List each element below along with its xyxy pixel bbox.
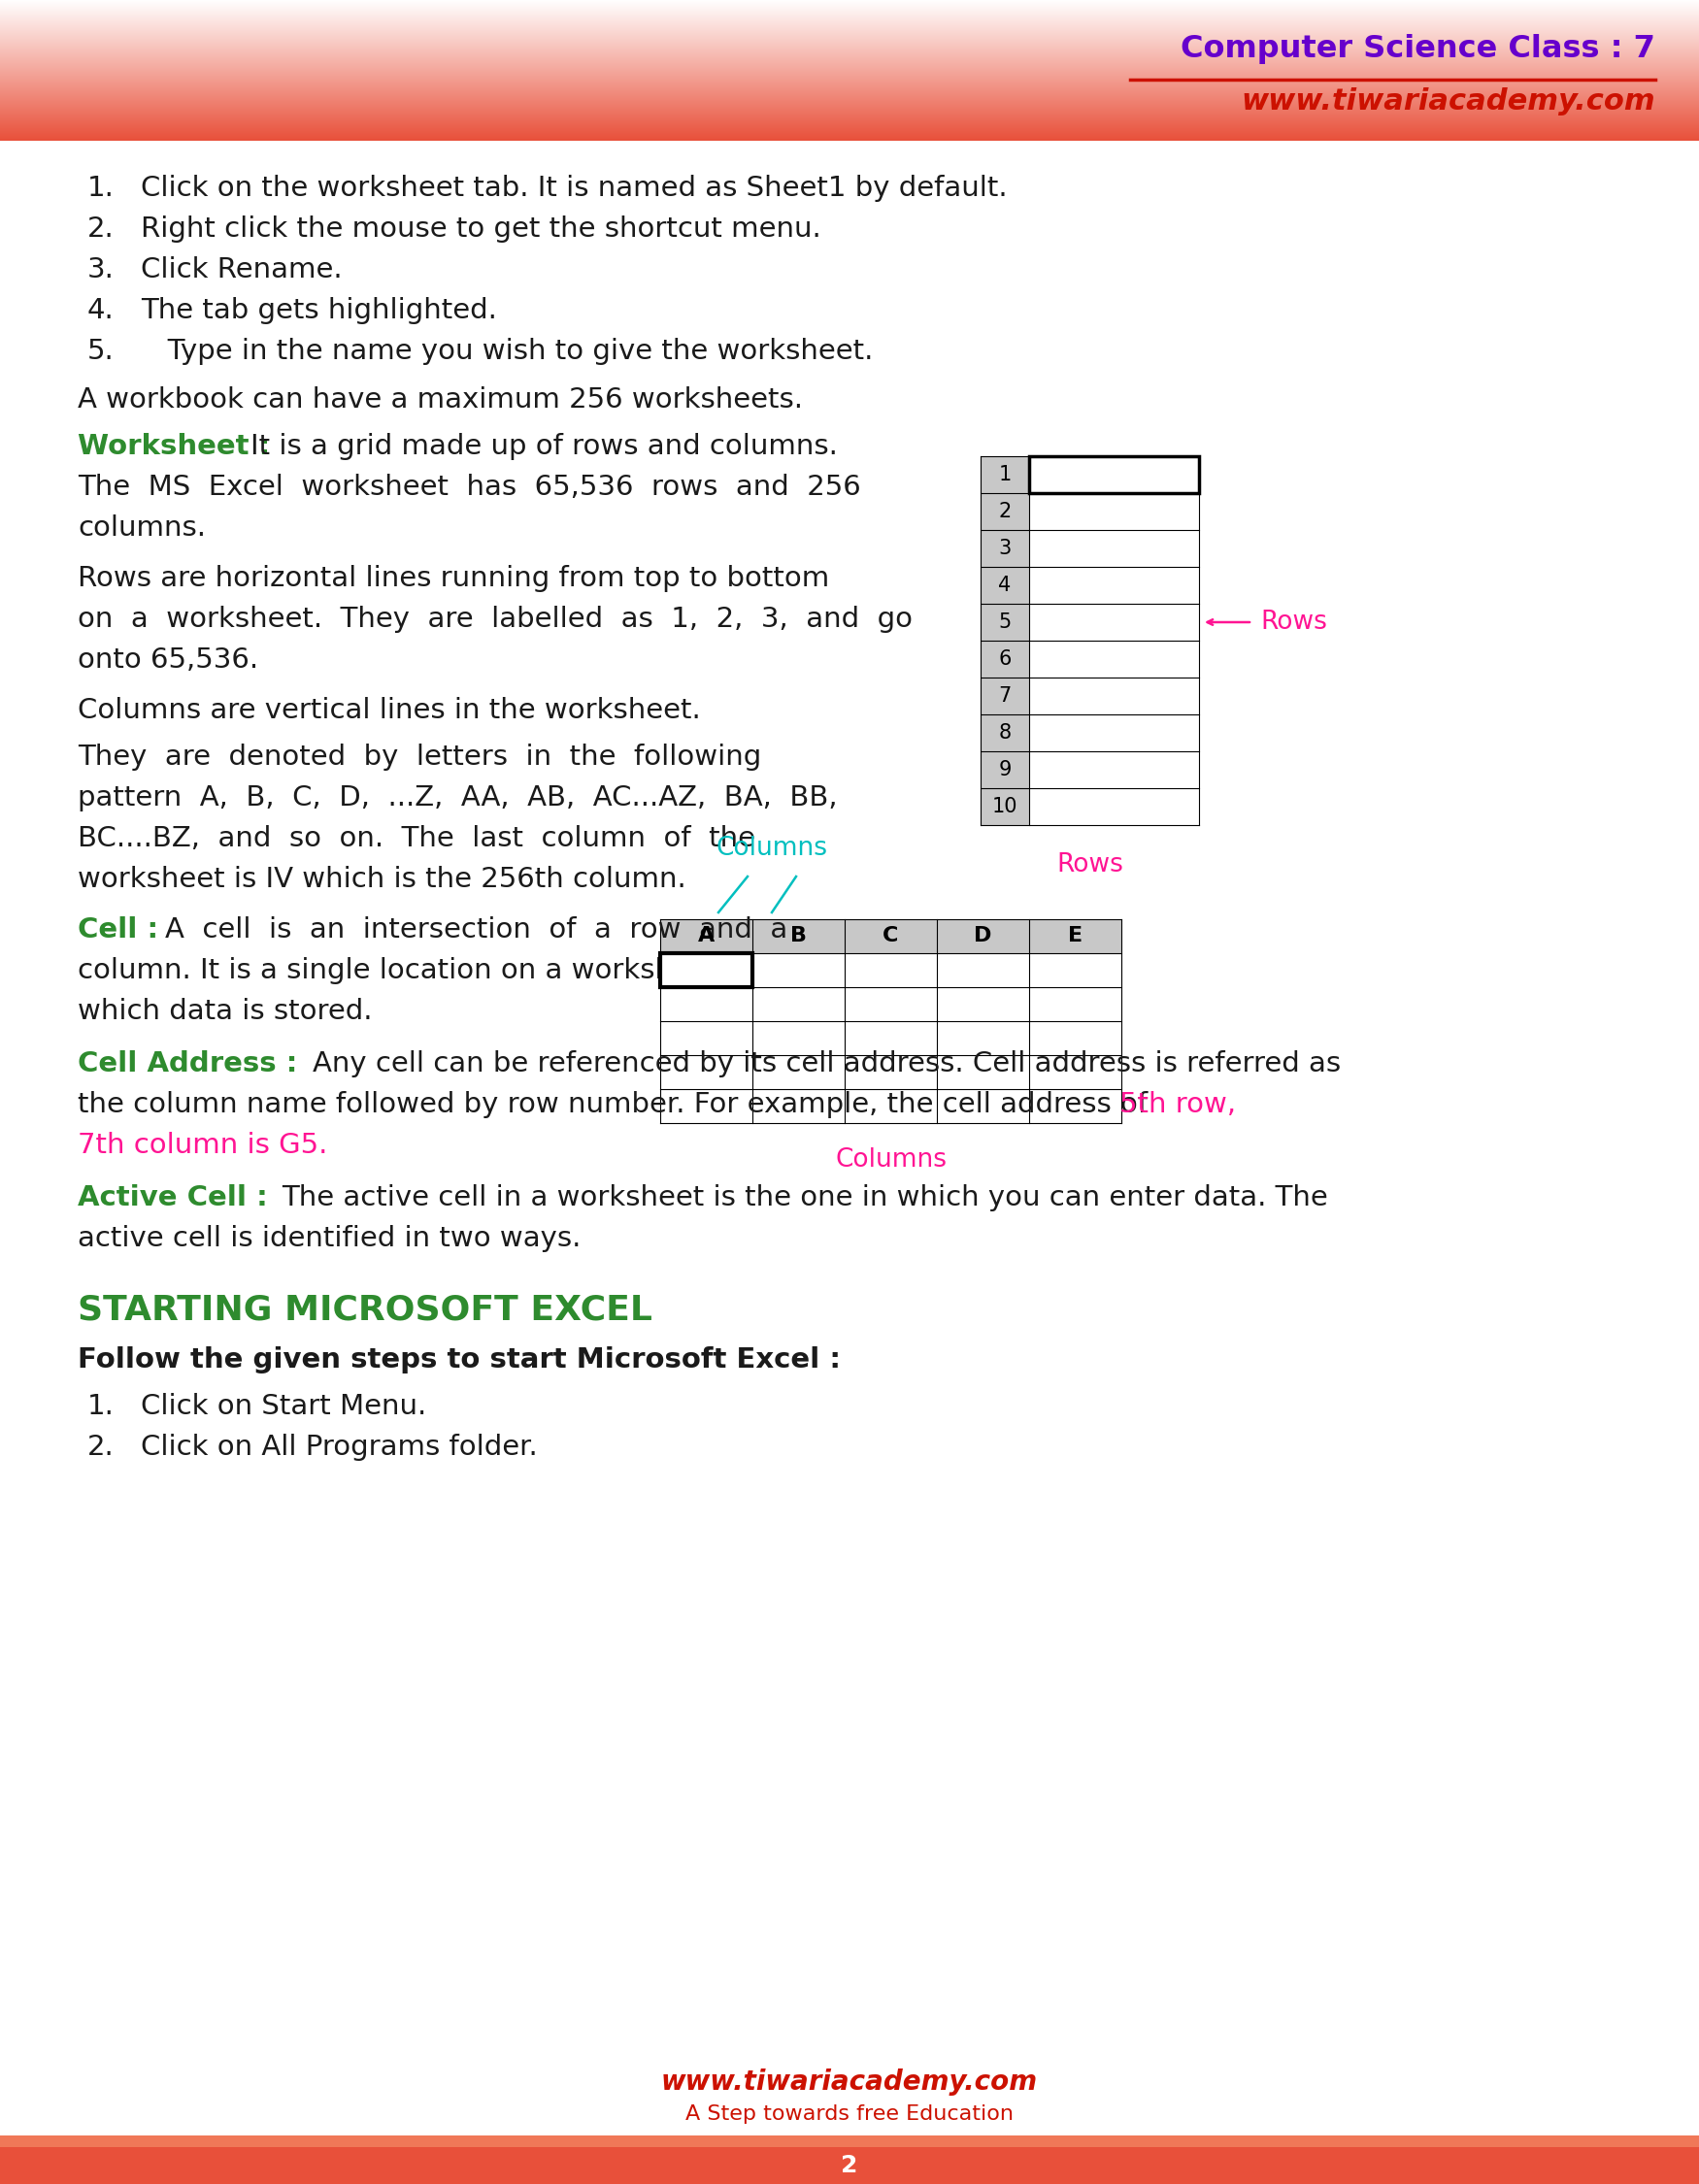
Text: A workbook can have a maximum 256 worksheets.: A workbook can have a maximum 256 worksh… [78,387,804,413]
Text: www.tiwariacademy.com: www.tiwariacademy.com [1240,87,1655,116]
Bar [980,456,1030,826]
Bar [661,952,753,987]
Text: 1.: 1. [87,1393,114,1420]
Text: Columns: Columns [834,1147,946,1173]
Text: which data is stored.: which data is stored. [78,998,372,1024]
Text: Worksheet :: Worksheet : [78,432,280,461]
Text: It is a grid made up of rows and columns.: It is a grid made up of rows and columns… [250,432,838,461]
Text: 7th column is G5.: 7th column is G5. [78,1131,328,1160]
Text: 4: 4 [999,577,1011,594]
Text: columns.: columns. [78,515,206,542]
Text: Type in the name you wish to give the worksheet.: Type in the name you wish to give the wo… [141,339,873,365]
Bar [0,2147,1699,2184]
Text: 5th row,: 5th row, [1120,1092,1237,1118]
Text: They  are  denoted  by  letters  in  the  following: They are denoted by letters in the follo… [78,743,761,771]
Text: Right click the mouse to get the shortcut menu.: Right click the mouse to get the shortcu… [141,216,821,242]
Text: 9: 9 [999,760,1011,780]
Text: Rows: Rows [1057,852,1123,878]
Text: Any cell can be referenced by its cell address. Cell address is referred as: Any cell can be referenced by its cell a… [313,1051,1341,1077]
Text: pattern  A,  B,  C,  D,  ...Z,  AA,  AB,  AC...AZ,  BA,  BB,: pattern A, B, C, D, ...Z, AA, AB, AC...A… [78,784,838,812]
Text: Rows are horizontal lines running from top to bottom: Rows are horizontal lines running from t… [78,566,829,592]
Text: worksheet is IV which is the 256th column.: worksheet is IV which is the 256th colum… [78,865,686,893]
Text: A Step towards free Education: A Step towards free Education [685,2105,1014,2123]
Text: C: C [883,926,899,946]
Text: onto 65,536.: onto 65,536. [78,646,258,673]
Text: 10: 10 [992,797,1018,817]
Text: 2: 2 [999,502,1011,522]
Text: the column name followed by row number. For example, the cell address of: the column name followed by row number. … [78,1092,1157,1118]
Text: B: B [790,926,807,946]
Text: STARTING MICROSOFT EXCEL: STARTING MICROSOFT EXCEL [78,1293,652,1326]
Text: 3.: 3. [87,256,114,284]
Text: The  MS  Excel  worksheet  has  65,536  rows  and  256: The MS Excel worksheet has 65,536 rows a… [78,474,861,500]
Text: A  cell  is  an  intersection  of  a  row  and  a: A cell is an intersection of a row and a [165,917,788,943]
Text: column. It is a single location on a worksheet in: column. It is a single location on a wor… [78,957,754,985]
Text: Cell Address :: Cell Address : [78,1051,308,1077]
Text: Cell :: Cell : [78,917,168,943]
Text: 6: 6 [999,649,1011,668]
Text: Click on Start Menu.: Click on Start Menu. [141,1393,426,1420]
Text: 5: 5 [999,612,1011,631]
Text: on  a  worksheet.  They  are  labelled  as  1,  2,  3,  and  go: on a worksheet. They are labelled as 1, … [78,605,912,633]
Text: 2.: 2. [87,216,114,242]
Text: A: A [698,926,715,946]
Text: Click on All Programs folder.: Click on All Programs folder. [141,1433,537,1461]
Text: www.tiwariacademy.com: www.tiwariacademy.com [661,2068,1038,2097]
Bar [0,2136,1699,2147]
Bar [661,919,1121,952]
Text: 1.: 1. [87,175,114,201]
Text: 2.: 2. [87,1433,114,1461]
Text: 5.: 5. [87,339,114,365]
Text: Active Cell :: Active Cell : [78,1184,277,1212]
Text: Follow the given steps to start Microsoft Excel :: Follow the given steps to start Microsof… [78,1345,841,1374]
Text: Click on the worksheet tab. It is named as Sheet1 by default.: Click on the worksheet tab. It is named … [141,175,1008,201]
Text: Columns: Columns [715,836,827,860]
Text: active cell is identified in two ways.: active cell is identified in two ways. [78,1225,581,1251]
Text: 1: 1 [999,465,1011,485]
Text: 8: 8 [999,723,1011,743]
Text: Computer Science Class : 7: Computer Science Class : 7 [1181,35,1655,63]
Text: Rows: Rows [1261,609,1327,636]
Text: D: D [974,926,992,946]
Text: 2: 2 [841,2153,858,2177]
Text: 7: 7 [999,686,1011,705]
Text: The active cell in a worksheet is the one in which you can enter data. The: The active cell in a worksheet is the on… [282,1184,1329,1212]
Text: Click Rename.: Click Rename. [141,256,343,284]
Text: 3: 3 [999,539,1011,559]
Text: 4.: 4. [87,297,114,323]
Bar [1030,456,1199,494]
Text: BC....BZ,  and  so  on.  The  last  column  of  the: BC....BZ, and so on. The last column of … [78,826,756,852]
Text: Columns are vertical lines in the worksheet.: Columns are vertical lines in the worksh… [78,697,700,725]
Text: E: E [1069,926,1082,946]
Text: The tab gets highlighted.: The tab gets highlighted. [141,297,498,323]
